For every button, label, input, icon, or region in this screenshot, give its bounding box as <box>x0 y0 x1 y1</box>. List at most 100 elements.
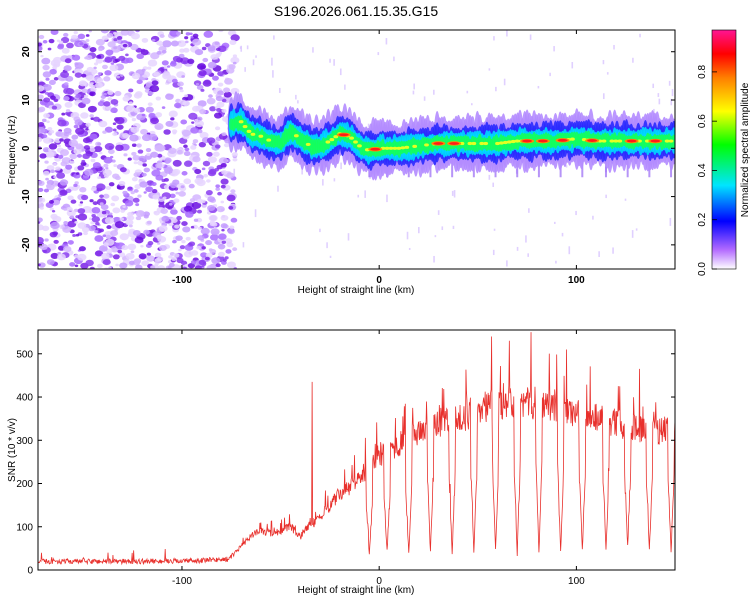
spectrogram-noise-blob <box>107 90 114 96</box>
spectrogram-noise-blob <box>138 253 147 260</box>
spectrogram-ridge-core <box>258 134 264 138</box>
spectrogram-noise-blob <box>208 214 218 222</box>
colorbar-ticks: 0.0 0.2 0.4 0.6 0.8 <box>697 64 717 276</box>
spectrogram-noise-blob <box>103 92 107 96</box>
spectrogram-noise-blob <box>170 208 178 215</box>
spectrogram-noise-blob <box>156 40 163 46</box>
spectrogram-noise-blob <box>86 66 94 73</box>
spectrogram-noise-blob <box>221 108 227 113</box>
spectrogram-noise-blob <box>43 137 52 144</box>
spectrogram-noise-blob <box>126 105 136 113</box>
spectrogram-streak <box>312 47 314 53</box>
spectrogram-noise-blob <box>96 183 106 191</box>
spectrogram-noise-blob <box>189 32 193 36</box>
spectrogram-noise-blob <box>103 163 109 168</box>
spectrogram-ridge-core <box>514 139 520 143</box>
spectrogram-streak <box>452 225 455 230</box>
spectrogram-streak <box>246 45 249 50</box>
spectrogram-noise-blob <box>173 198 180 203</box>
spectrogram-streak <box>658 98 661 105</box>
spectrogram-noise-blob <box>48 38 55 44</box>
spectrogram-noise-blob <box>137 194 142 198</box>
spectrogram-noise-blob <box>197 235 205 241</box>
spectrogram-noise-blob <box>57 144 61 148</box>
spectrogram-noise-blob <box>146 252 151 256</box>
spectrogram-noise-blob <box>111 45 121 53</box>
spectrogram-noise-blob <box>147 59 158 67</box>
spectrogram-noise-blob <box>89 199 94 203</box>
spectrogram-y-tick-label: 0 <box>21 145 32 151</box>
spectrogram-streak <box>329 255 332 258</box>
spectrogram-noise-blob <box>83 231 88 236</box>
spectrogram-noise-blob <box>216 101 225 108</box>
snr-series-line <box>38 332 675 566</box>
spectrogram-noise-blob <box>148 133 158 141</box>
spectrogram-y-ticks: -20 -10 0 10 20 <box>21 46 675 252</box>
spectrogram-noise-blob <box>195 83 200 86</box>
spectrogram-streak <box>297 100 299 104</box>
spectrogram-noise-blob <box>63 65 72 72</box>
spectrogram-noise-blob <box>168 147 177 154</box>
spectrogram-noise-blob <box>198 69 207 77</box>
spectrogram-noise-blob <box>187 262 196 269</box>
spectrogram-noise-blob <box>206 97 216 105</box>
spectrogram-noise-blob <box>135 264 143 269</box>
snr-background <box>38 330 675 570</box>
spectrogram-noise-blob <box>225 249 232 254</box>
spectrogram-noise-blob <box>107 41 116 48</box>
spectrogram-noise-blob <box>86 75 95 82</box>
spectrogram-noise-blob <box>124 200 134 207</box>
spectrogram-streak <box>527 253 529 257</box>
spectrogram-noise-blob <box>97 142 102 146</box>
spectrogram-noise-blob <box>75 93 82 99</box>
spectrogram-noise-blob <box>50 59 61 67</box>
colorbar-tick-label: 0.6 <box>697 114 708 128</box>
spectrogram-noise-blob <box>182 226 191 233</box>
spectrogram-noise-blob <box>161 215 170 222</box>
spectrogram-x-tick-label: -100 <box>172 275 192 286</box>
spectrogram-noise-blob <box>185 32 191 36</box>
spectrogram-noise-blob <box>103 76 111 82</box>
spectrogram-noise-blob <box>133 161 138 165</box>
spectrogram-noise-blob <box>183 178 192 185</box>
spectrogram-noise-blob <box>226 172 235 179</box>
spectrogram-noise-blob <box>131 151 137 156</box>
spectrogram-noise-blob <box>169 61 177 67</box>
spectrogram-streak <box>613 44 615 50</box>
spectrogram-noise-blob <box>196 245 202 250</box>
spectrogram-noise-blob <box>57 119 67 127</box>
spectrogram-streak <box>565 165 568 168</box>
spectrogram-noise-blob <box>221 98 227 103</box>
spectrogram-noise-blob <box>112 132 118 137</box>
spectrogram-noise-blob <box>217 243 226 250</box>
spectrogram-noise-blob <box>168 222 174 227</box>
spectrogram-noise-blob <box>78 203 83 207</box>
spectrogram-noise-blob <box>49 129 55 134</box>
spectrogram-streak <box>506 260 508 267</box>
spectrogram-hot-spot <box>522 139 533 143</box>
spectrogram-noise-blob <box>202 160 211 167</box>
spectrogram-noise-blob <box>38 126 46 134</box>
spectrogram-ridge-core <box>479 141 485 146</box>
spectrogram-streak <box>471 103 473 106</box>
spectrogram-noise-blob <box>161 106 166 109</box>
spectrogram-noise-blob <box>163 129 171 135</box>
spectrogram-noise-blob <box>203 30 214 38</box>
spectrogram-noise-blob <box>95 58 104 64</box>
spectrogram-noise-blob <box>165 93 174 100</box>
spectrogram-noise-blob <box>155 162 163 169</box>
spectrogram-streak <box>244 67 246 72</box>
spectrogram-noise-blob <box>190 145 197 150</box>
spectrogram-noise-blob <box>95 221 100 226</box>
spectrogram-noise-blob <box>74 62 79 66</box>
spectrogram-noise-blob <box>141 113 146 117</box>
spectrogram-noise-blob <box>38 187 44 193</box>
spectrogram-noise-blob <box>204 256 210 261</box>
spectrogram-noise-blob <box>127 243 137 251</box>
spectrogram-noise-blob <box>45 77 50 81</box>
spectrogram-noise-blob <box>65 75 74 82</box>
spectrogram-noise-blob <box>197 100 207 107</box>
spectrogram-noise-blob <box>93 62 99 66</box>
spectrogram-noise-blob <box>58 40 64 44</box>
